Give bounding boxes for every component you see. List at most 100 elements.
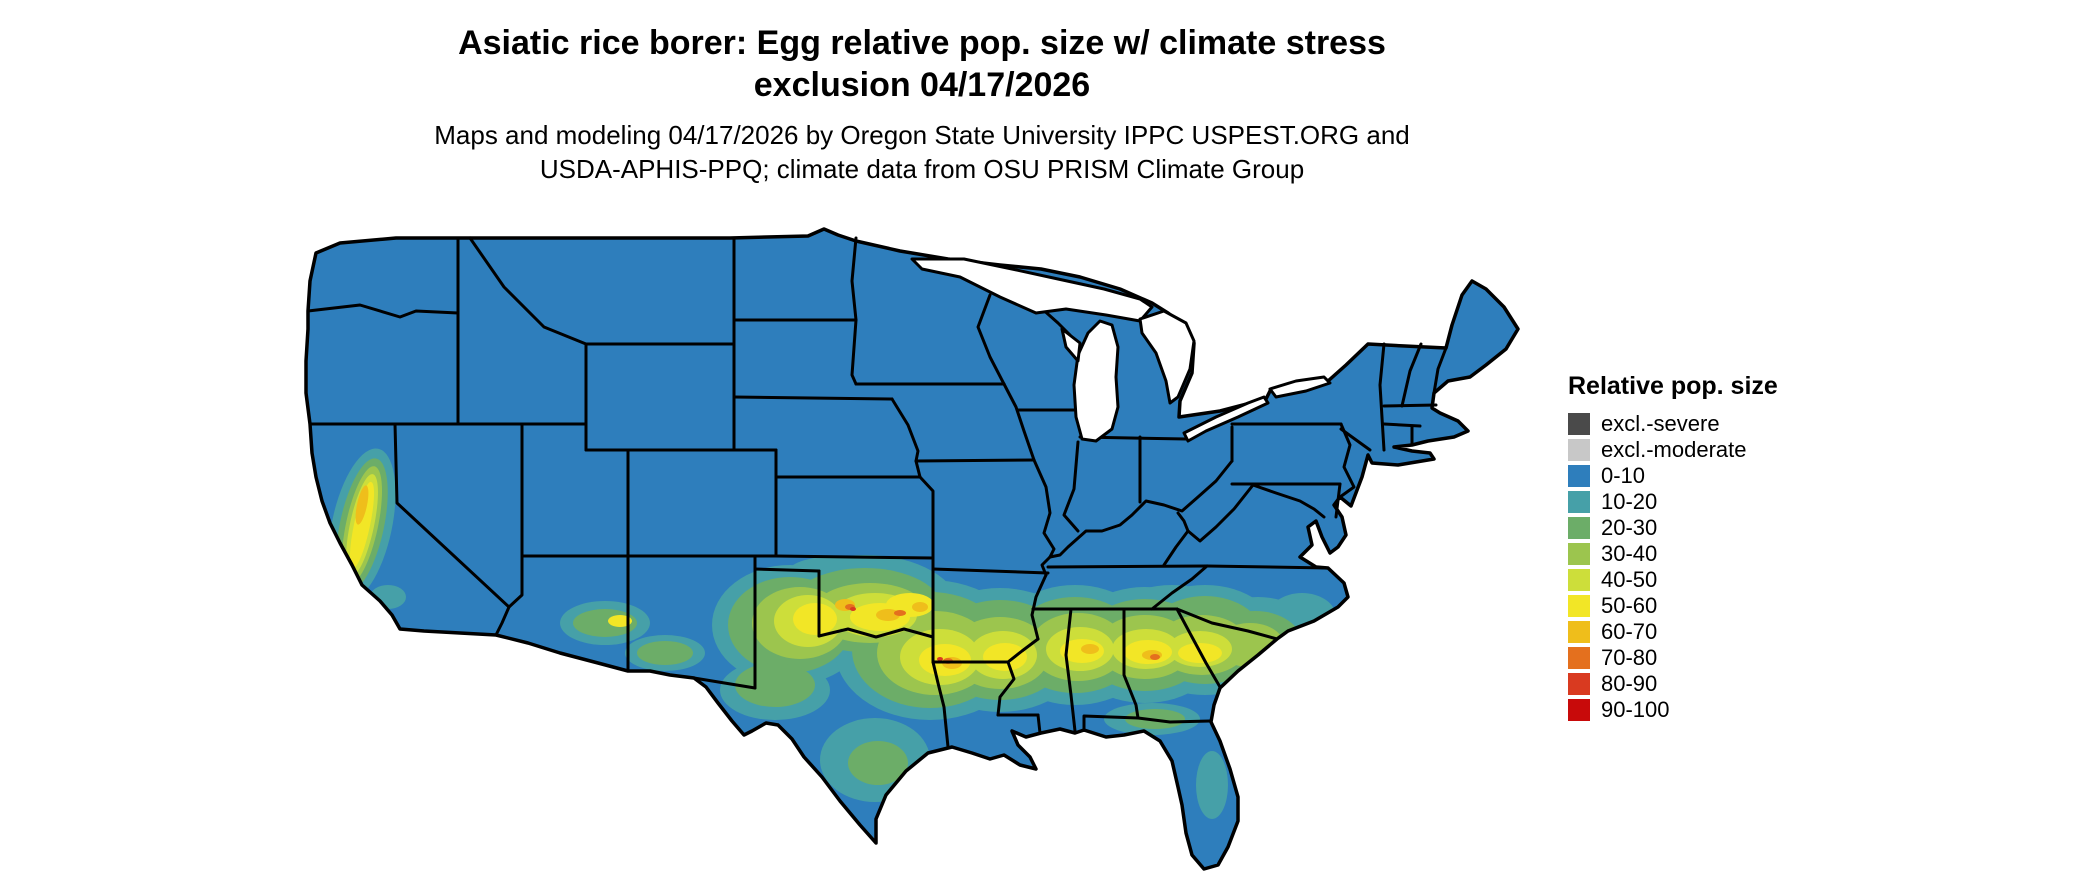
border-nh-me: [1432, 346, 1448, 395]
legend-label: 80-90: [1601, 671, 1658, 696]
nation-fill: [306, 229, 1518, 869]
legend: Relative pop. size excl.-severe excl.-mod…: [1568, 372, 1778, 723]
title-line-2: exclusion 04/17/2026: [753, 66, 1091, 104]
legend-swatch: [1568, 491, 1590, 513]
legend-items: excl.-severe excl.-moderate 0-10 10-20 20-30…: [1568, 411, 1778, 723]
legend-swatch: [1568, 465, 1590, 487]
legend-label: 10-20: [1601, 489, 1658, 514]
legend-item: 10-20: [1568, 489, 1778, 515]
border-nm-tx-south: [692, 676, 757, 690]
border-ny-nj: [1339, 427, 1372, 452]
great-lakes: [910, 257, 1332, 443]
border-ca-nv: [393, 422, 511, 609]
border-missouri-river: [890, 397, 922, 479]
border-ks-ok: [774, 554, 935, 560]
border-red-river: [817, 627, 935, 639]
legend-label: 40-50: [1601, 567, 1658, 592]
lake-michigan: [1072, 319, 1120, 443]
legend-item: 80-90: [1568, 671, 1778, 697]
legend-item: 20-30: [1568, 515, 1778, 541]
border-al-ms: [1064, 607, 1077, 733]
border-mt-id: [468, 236, 588, 346]
border-ok-panhandle: [753, 567, 821, 573]
lake-huron: [1138, 309, 1196, 405]
green-bay: [1060, 327, 1082, 363]
legend-swatch: [1568, 647, 1590, 669]
border-ky-mo: [1040, 555, 1052, 577]
title-line-1: Asiatic rice borer: Egg relative pop. si…: [458, 24, 1386, 62]
border-ga-al: [1122, 607, 1140, 720]
legend-label: 0-10: [1601, 463, 1646, 488]
subtitle-line-2: USDA-APHIS-PPQ; climate data from OSU PR…: [539, 154, 1305, 184]
border-mo-ks-ar: [918, 475, 935, 664]
legend-item: 30-40: [1568, 541, 1778, 567]
border-mississippi-upper: [1002, 382, 1036, 462]
border-ma-north: [1382, 403, 1438, 408]
border-ky-va: [1162, 529, 1190, 567]
border-ky-wv: [1176, 511, 1190, 533]
legend-label: 70-80: [1601, 645, 1658, 670]
border-nc-sc: [1175, 607, 1279, 641]
border-mn-nd: [850, 236, 858, 322]
border-ca-az: [494, 605, 511, 637]
border-tn-ar: [1030, 573, 1048, 641]
legend-label: excl.-moderate: [1601, 437, 1747, 462]
legend-item: 40-50: [1568, 567, 1778, 593]
legend-label: 60-70: [1601, 619, 1658, 644]
border-al-fl: [1082, 714, 1140, 732]
legend-swatch: [1568, 413, 1590, 435]
legend-swatch: [1568, 699, 1590, 721]
us-map: [304, 227, 1520, 871]
border-tx-la: [931, 660, 950, 749]
border-ny-east: [1378, 342, 1386, 452]
legend-swatch: [1568, 595, 1590, 617]
border-il-in: [1062, 440, 1080, 533]
legend-title: Relative pop. size: [1568, 372, 1778, 400]
border-wa-or: [306, 303, 460, 319]
legend-item: excl.-severe: [1568, 411, 1778, 437]
legend-swatch: [1568, 439, 1590, 461]
legend-item: 90-100: [1568, 697, 1778, 723]
border-mn-sd: [850, 318, 858, 386]
border-ohio-river: [1048, 459, 1234, 559]
subtitle-line-1: Maps and modeling 04/17/2026 by Oregon S…: [434, 120, 1410, 150]
border-pearl-river: [1036, 713, 1042, 735]
heat-80-90: [850, 607, 943, 661]
border-mo-ar: [931, 567, 1050, 575]
border-mn-wi: [976, 293, 1006, 386]
border-ma-south: [1382, 422, 1422, 428]
border-potomac: [1251, 483, 1326, 519]
border-tn-nc: [1150, 564, 1209, 611]
page-subtitle: Maps and modeling 04/17/2026 by Oregon S…: [308, 118, 1536, 186]
border-mo-il: [1032, 458, 1056, 559]
border-ga-fl: [1136, 716, 1212, 724]
border-delaware-river: [1338, 422, 1356, 499]
legend-label: 90-100: [1601, 697, 1670, 722]
border-nv-az: [507, 554, 524, 609]
legend-item: excl.-moderate: [1568, 437, 1778, 463]
legend-item: 60-70: [1568, 619, 1778, 645]
border-va-nc: [1205, 564, 1330, 570]
legend-swatch: [1568, 517, 1590, 539]
border-sc-ga: [1175, 607, 1222, 689]
map-canvas: [300, 225, 1530, 885]
legend-label: 30-40: [1601, 541, 1658, 566]
border-ky-tn-va: [1046, 564, 1209, 569]
legend-item: 0-10: [1568, 463, 1778, 489]
border-ms-ar: [1006, 637, 1040, 664]
page-title: Asiatic rice borer: Egg relative pop. si…: [308, 22, 1536, 106]
lake-ontario: [1268, 375, 1332, 399]
border-wv-va: [1186, 483, 1255, 543]
legend-swatch: [1568, 621, 1590, 643]
lake-erie: [1182, 395, 1270, 443]
legend-item: 70-80: [1568, 645, 1778, 671]
legend-label: 50-60: [1601, 593, 1658, 618]
border-ia-mo: [914, 458, 1036, 463]
border-sd-ne: [732, 395, 894, 401]
legend-item: 50-60: [1568, 593, 1778, 619]
legend-swatch: [1568, 673, 1590, 695]
border-vt-nh: [1400, 342, 1423, 408]
legend-swatch: [1568, 543, 1590, 565]
legend-swatch: [1568, 569, 1590, 591]
